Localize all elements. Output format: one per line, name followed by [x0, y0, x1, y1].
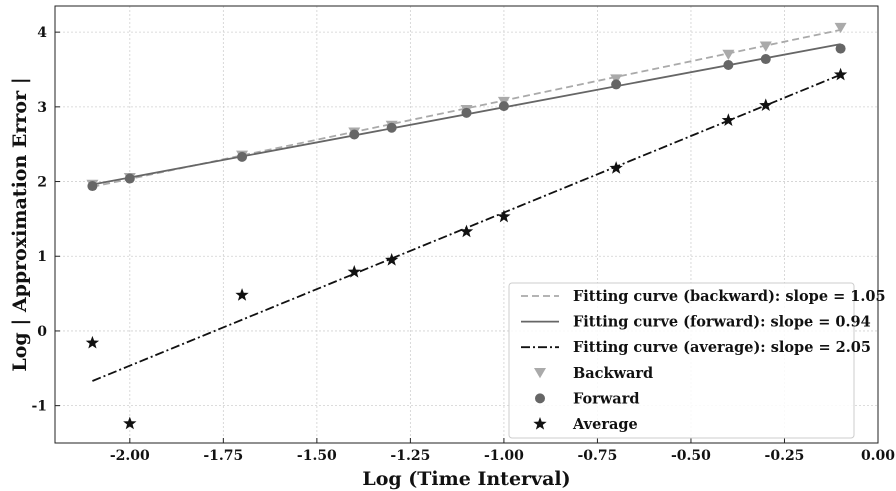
average-point	[609, 161, 623, 174]
y-axis-label: Log | Approximation Error |	[9, 77, 31, 371]
y-tick-label: -1	[31, 399, 47, 415]
forward-point	[349, 129, 360, 140]
average-point	[123, 416, 137, 430]
x-tick-label: -1.25	[390, 448, 430, 464]
legend-label: Backward	[573, 365, 653, 382]
x-tick-label: -1.75	[203, 448, 243, 464]
x-tick-label: 0.00	[861, 448, 895, 464]
forward-point	[461, 107, 472, 118]
legend-label: Fitting curve (average): slope = 2.05	[573, 339, 871, 356]
average-point	[385, 252, 399, 266]
legend-label: Forward	[573, 390, 639, 407]
average-point	[85, 335, 100, 349]
legend-marker-swatch	[533, 417, 547, 430]
average-point	[497, 209, 511, 223]
average-point	[347, 264, 361, 278]
legend-box	[508, 282, 855, 439]
x-tick-label: -2.00	[110, 448, 150, 464]
legend-entry: Fitting curve (average): slope = 2.05	[521, 339, 871, 356]
forward-point	[835, 43, 846, 54]
forward-point	[723, 60, 734, 71]
y-tick-label: 1	[37, 249, 47, 265]
x-tick-label: -0.75	[577, 448, 617, 464]
x-tick-label: -1.50	[297, 448, 337, 464]
x-tick-label: -0.25	[765, 448, 805, 464]
x-tick-label: -0.50	[671, 448, 711, 464]
average-point	[235, 288, 249, 301]
axis-ticks: -2.00 -1.75 -1.50 -1.25 -1.00 -0.75 -0.50 -0.25…	[31, 25, 895, 464]
x-axis-label: Log (Time Interval)	[362, 468, 570, 490]
forward-point	[498, 101, 509, 112]
legend-label: Fitting curve (forward): slope = 0.94	[573, 314, 871, 331]
forward-point	[611, 79, 622, 90]
legend-entry: Forward	[535, 390, 639, 407]
plot-frame	[54, 5, 879, 444]
x-tick-label: -1.00	[484, 448, 524, 464]
y-tick-label: 0	[37, 324, 47, 340]
average-point	[759, 98, 773, 112]
forward-point	[87, 181, 98, 192]
forward-point	[237, 151, 248, 162]
legend-label: Average	[572, 416, 638, 433]
y-tick-label: 3	[37, 100, 47, 116]
backward-point	[834, 22, 847, 34]
forward-point	[386, 122, 397, 133]
backward-point	[722, 49, 735, 60]
legend-marker-swatch	[535, 393, 545, 404]
legend-entry: Fitting curve (backward): slope = 1.05	[521, 288, 886, 305]
y-tick-label: 4	[37, 25, 47, 41]
legend-entry: Average	[533, 416, 638, 433]
legend-entry: Backward	[534, 365, 653, 382]
legend: Fitting curve (backward): slope = 1.05 Fi…	[508, 282, 886, 439]
legend-marker-swatch	[534, 368, 546, 379]
data-markers	[85, 22, 848, 430]
average-point	[459, 224, 474, 238]
forward-point	[124, 173, 135, 184]
y-tick-label: 2	[37, 175, 47, 191]
backward-point	[759, 41, 772, 52]
legend-entry: Fitting curve (forward): slope = 0.94	[521, 314, 871, 331]
average-point	[721, 113, 736, 126]
legend-label: Fitting curve (backward): slope = 1.05	[573, 288, 886, 305]
forward-point	[760, 54, 771, 65]
average-point	[833, 67, 848, 81]
